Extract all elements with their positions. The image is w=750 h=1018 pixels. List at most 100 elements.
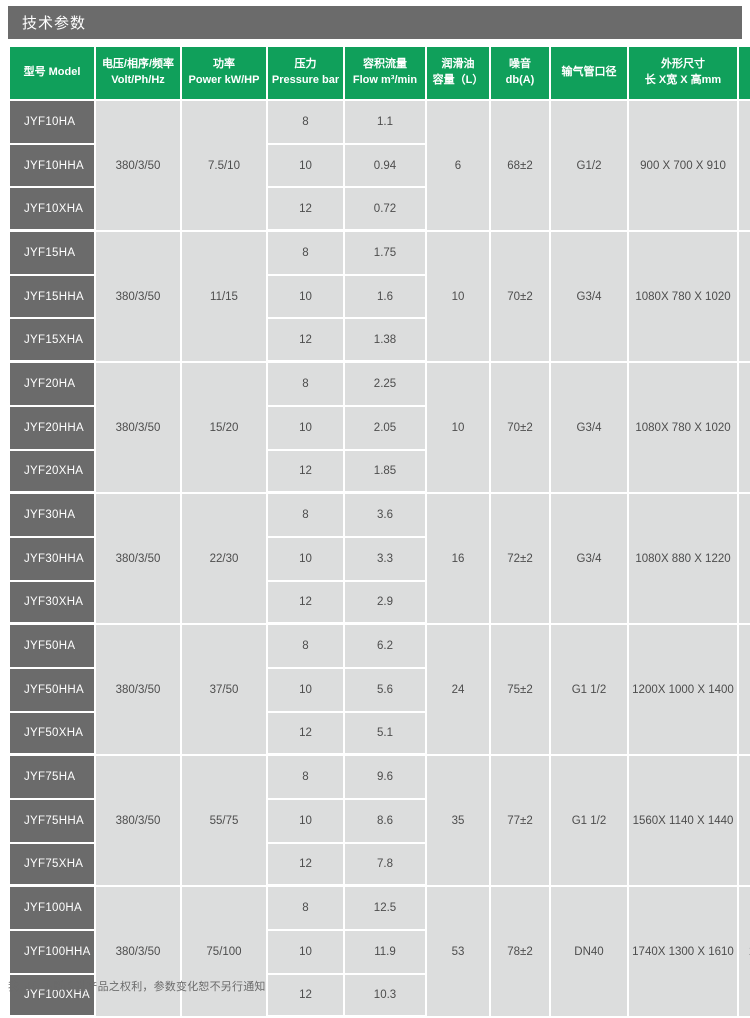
cell-pressure: 10 (268, 800, 343, 842)
cell-pressure: 12 (268, 581, 343, 624)
cell-model: JYF30HA (10, 494, 94, 536)
cell-model: JYF50HHA (10, 668, 94, 711)
table-row: JYF20HA 380/3/50 15/20 8 2.25 10 70±2 G3/4 1080X… (10, 363, 750, 493)
table-row: JYF10XHA 12 0.72 (10, 188, 750, 231)
cell-pressure: 8 (268, 232, 343, 274)
cell-noise: 78±2 (491, 887, 549, 1017)
cell-oil: 10 (427, 363, 489, 493)
cell-oil: 16 (427, 494, 489, 624)
cell-model: JYF50XHA (10, 712, 94, 755)
cell-pressure: 8 (268, 887, 343, 930)
cell-flow: 2.05 (345, 406, 425, 449)
column-header-cn: 噪音 (509, 58, 531, 71)
cell-voltage: 380/3/50 (96, 887, 180, 1017)
cell-weight: 350 (739, 494, 750, 624)
cell-pressure: 10 (268, 275, 343, 318)
cell-flow: 1.38 (345, 319, 425, 362)
cell-power: 11/15 (182, 232, 266, 362)
cell-power: 7.5/10 (182, 101, 266, 231)
table-row: JYF50HHA 10 5.6 (10, 668, 750, 711)
column-header-power: 功率 Power kW/HP (182, 47, 266, 99)
page-title: 技术参数 (22, 15, 87, 32)
cell-power: 15/20 (182, 363, 266, 493)
cell-dimensions: 1560X 1140 X 1440 (629, 756, 737, 886)
cell-model: JYF10HA (10, 101, 94, 143)
table-row: JYF20XHA 12 1.85 (10, 450, 750, 493)
cell-pressure: 10 (268, 144, 343, 187)
column-header-cn: 容积流量 (363, 58, 407, 71)
table-row: JYF75HA 380/3/50 55/75 8 9.6 35 77±2 G1 1/2 1560… (10, 756, 750, 886)
cell-model: JYF20HHA (10, 406, 94, 449)
column-header-cn: 外形尺寸 (661, 58, 705, 71)
cell-pressure: 10 (268, 668, 343, 711)
cell-noise: 68±2 (491, 101, 549, 231)
column-header-en: Volt/Ph/Hz (111, 74, 165, 86)
table-row: JYF20HHA 10 2.05 (10, 406, 750, 449)
cell-flow: 9.6 (345, 756, 425, 798)
footnote: 我司有不断改进产品之权利，参数变化恕不另行通知 (8, 981, 266, 993)
cell-noise: 72±2 (491, 494, 549, 624)
table-header-row: 型号 Model 电压/相序/频率 Volt/Ph/Hz 功率 Power kW/HP 压… (10, 47, 750, 99)
cell-oil: 6 (427, 101, 489, 231)
cell-dimensions: 900 X 700 X 910 (629, 101, 737, 231)
cell-pipe: G3/4 (551, 232, 627, 362)
cell-flow: 7.8 (345, 843, 425, 886)
cell-pressure: 8 (268, 494, 343, 536)
cell-pipe: G3/4 (551, 363, 627, 493)
cell-flow: 0.94 (345, 144, 425, 187)
cell-pressure: 12 (268, 712, 343, 755)
cell-pressure: 12 (268, 974, 343, 1017)
table-body: JYF10HA 380/3/50 7.5/10 8 1.1 6 68±2 G1/2 900 X … (10, 101, 750, 1017)
column-header-pressure: 压力 Pressure bar (268, 47, 343, 99)
cell-model: JYF75HA (10, 756, 94, 798)
column-header-pipe: 输气管口径 (551, 47, 627, 99)
table-row: JYF75HHA 10 8.6 (10, 800, 750, 842)
column-header-cn: 电压/相序/频率 (101, 58, 175, 71)
cell-pressure: 10 (268, 406, 343, 449)
column-header-flow: 容积流量 Flow m³/min (345, 47, 425, 99)
cell-flow: 1.1 (345, 101, 425, 143)
cell-flow: 5.1 (345, 712, 425, 755)
cell-weight: 270 (739, 363, 750, 493)
cell-power: 55/75 (182, 756, 266, 886)
cell-pressure: 12 (268, 188, 343, 231)
cell-oil: 35 (427, 756, 489, 886)
column-header-model: 型号 Model (10, 47, 94, 99)
cell-voltage: 380/3/50 (96, 232, 180, 362)
cell-model: JYF10XHA (10, 188, 94, 231)
table-row: JYF10HA 380/3/50 7.5/10 8 1.1 6 68±2 G1/2 900 X … (10, 101, 750, 231)
cell-dimensions: 1080X 780 X 1020 (629, 363, 737, 493)
cell-pressure: 8 (268, 756, 343, 798)
column-header-en: Power kW/HP (188, 74, 260, 86)
column-header-cn: 型号 Model (23, 66, 81, 79)
column-header-noise: 噪音 db(A) (491, 47, 549, 99)
cell-voltage: 380/3/50 (96, 101, 180, 231)
cell-dimensions: 1200X 1000 X 1400 (629, 625, 737, 755)
cell-model: JYF15HA (10, 232, 94, 274)
cell-oil: 53 (427, 887, 489, 1017)
cell-flow: 2.25 (345, 363, 425, 405)
cell-voltage: 380/3/50 (96, 363, 180, 493)
cell-power: 75/100 (182, 887, 266, 1017)
cell-flow: 2.9 (345, 581, 425, 624)
column-header-en: Flow m³/min (352, 74, 418, 86)
cell-pressure: 10 (268, 931, 343, 973)
cell-pressure: 12 (268, 450, 343, 493)
cell-pipe: G1/2 (551, 101, 627, 231)
cell-flow: 5.6 (345, 668, 425, 711)
table-row: JYF75XHA 12 7.8 (10, 843, 750, 886)
column-header-en: Pressure bar (271, 74, 340, 86)
cell-power: 37/50 (182, 625, 266, 755)
cell-model: JYF50HA (10, 625, 94, 667)
column-header-en: Kg (741, 73, 750, 89)
cell-model: JYF75XHA (10, 843, 94, 886)
column-header-cn: 输气管口径 (561, 66, 617, 79)
cell-model: JYF10HHA (10, 144, 94, 187)
column-header-weight: 重量Kg (739, 47, 750, 99)
table-row: JYF50HA 380/3/50 37/50 8 6.2 24 75±2 G1 1/2 1200… (10, 625, 750, 755)
cell-weight: 940 (739, 756, 750, 886)
cell-pipe: G3/4 (551, 494, 627, 624)
cell-flow: 1.85 (345, 450, 425, 493)
cell-model: JYF15HHA (10, 275, 94, 318)
